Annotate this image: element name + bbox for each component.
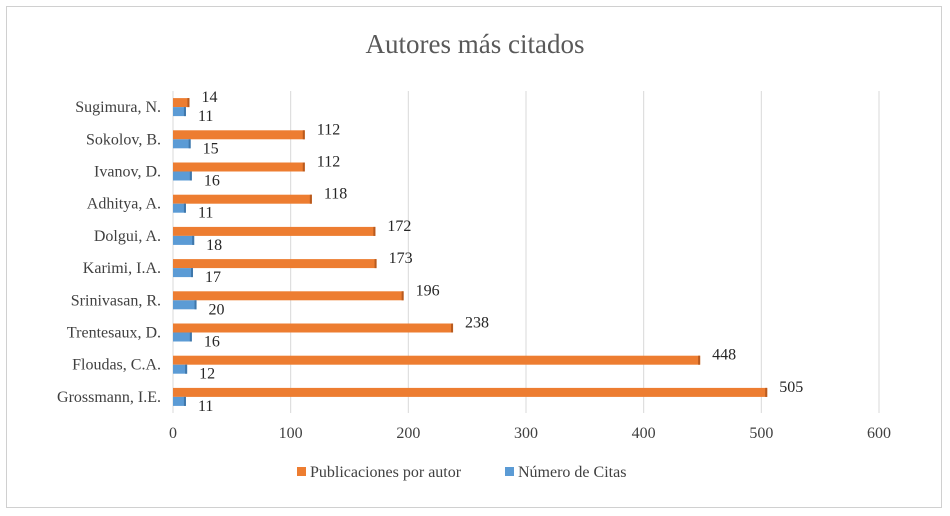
bar-edge-citas-2 <box>189 332 192 342</box>
data-label-citas-5: 18 <box>206 237 222 254</box>
data-label-citas-1: 12 <box>199 366 215 383</box>
labels-layer: Grossmann, I.E. 505 11 Floudas, C.A. 448 12 Tr… <box>57 89 803 415</box>
data-label-publicaciones-8: 112 <box>317 121 340 138</box>
bar-edge-publicaciones-0 <box>765 387 768 397</box>
data-label-publicaciones-2: 238 <box>465 315 489 332</box>
bar-publicaciones-6 <box>173 194 312 204</box>
category-label-9: Sugimura, N. <box>75 99 161 116</box>
bar-publicaciones-9 <box>173 98 190 108</box>
x-tick-label-400: 400 <box>632 425 656 442</box>
bar-edge-publicaciones-2 <box>451 323 454 333</box>
bar-edge-citas-3 <box>194 300 197 310</box>
bar-edge-citas-7 <box>189 171 192 181</box>
chart-frame: Autores más citados 0 100 200 300 400 500 600 … <box>6 6 942 508</box>
bar-publicaciones-4 <box>173 259 377 269</box>
bar-edge-citas-4 <box>191 268 194 278</box>
bar-publicaciones-8 <box>173 130 305 140</box>
data-label-publicaciones-3: 196 <box>416 282 440 299</box>
data-label-publicaciones-4: 173 <box>389 250 413 267</box>
bar-citas-3 <box>173 300 197 310</box>
bar-edge-publicaciones-3 <box>401 291 404 301</box>
bar-citas-9 <box>173 107 186 117</box>
data-label-citas-3: 20 <box>209 301 225 318</box>
category-label-5: Dolgui, A. <box>94 228 161 245</box>
legend-label-0: Publicaciones por autor <box>310 464 462 481</box>
legend-swatch-1 <box>505 467 514 476</box>
category-label-2: Trentesaux, D. <box>67 325 161 342</box>
bar-publicaciones-7 <box>173 162 305 172</box>
data-label-publicaciones-5: 172 <box>387 218 411 235</box>
data-label-citas-6: 11 <box>198 205 213 222</box>
data-label-citas-0: 11 <box>198 398 213 415</box>
category-label-7: Ivanov, D. <box>94 164 161 181</box>
bar-edge-citas-6 <box>183 203 186 213</box>
bar-citas-2 <box>173 332 192 342</box>
bar-citas-7 <box>173 171 192 181</box>
bar-edge-citas-0 <box>183 396 186 406</box>
bar-publicaciones-2 <box>173 323 454 333</box>
category-label-0: Grossmann, I.E. <box>57 389 161 406</box>
x-tick-label-300: 300 <box>514 425 538 442</box>
chart-svg: Autores más citados 0 100 200 300 400 500 600 … <box>57 29 891 481</box>
category-label-1: Floudas, C.A. <box>72 357 161 374</box>
bar-edge-publicaciones-8 <box>302 130 305 140</box>
bar-edge-publicaciones-6 <box>309 194 312 204</box>
data-label-citas-9: 11 <box>198 108 213 125</box>
bar-edge-citas-9 <box>183 107 186 117</box>
chart-title: Autores más citados <box>366 29 585 59</box>
bar-citas-5 <box>173 235 195 245</box>
bar-publicaciones-0 <box>173 387 768 397</box>
bar-citas-0 <box>173 396 186 406</box>
bar-edge-publicaciones-7 <box>302 162 305 172</box>
category-label-4: Karimi, I.A. <box>83 260 161 277</box>
data-label-publicaciones-1: 448 <box>712 347 736 364</box>
bar-edge-citas-8 <box>188 139 191 149</box>
bar-publicaciones-1 <box>173 355 701 365</box>
x-tick-label-200: 200 <box>396 425 420 442</box>
category-label-3: Srinivasan, R. <box>71 292 161 309</box>
bar-edge-citas-1 <box>185 364 188 374</box>
category-label-6: Adhitya, A. <box>87 196 161 213</box>
bar-edge-publicaciones-9 <box>187 98 190 108</box>
data-label-citas-7: 16 <box>204 173 220 190</box>
category-label-8: Sokolov, B. <box>86 131 161 148</box>
legend-label-1: Número de Citas <box>518 464 626 481</box>
x-tick-label-600: 600 <box>867 425 891 442</box>
bar-citas-4 <box>173 268 194 278</box>
bar-citas-6 <box>173 203 186 213</box>
legend: Publicaciones por autor Número de Citas <box>297 464 626 481</box>
data-label-publicaciones-6: 118 <box>324 186 347 203</box>
bar-edge-citas-5 <box>192 235 195 245</box>
data-label-publicaciones-9: 14 <box>201 89 217 106</box>
data-label-publicaciones-0: 505 <box>779 379 803 396</box>
x-tick-label-0: 0 <box>169 425 177 442</box>
data-label-citas-8: 15 <box>203 140 219 157</box>
legend-swatch-0 <box>297 467 306 476</box>
data-label-citas-2: 16 <box>204 334 220 351</box>
bar-citas-8 <box>173 139 191 149</box>
bars-layer <box>173 98 768 406</box>
bar-citas-1 <box>173 364 188 374</box>
data-label-publicaciones-7: 112 <box>317 154 340 171</box>
data-label-citas-4: 17 <box>205 269 221 286</box>
bar-publicaciones-3 <box>173 291 404 301</box>
bar-edge-publicaciones-4 <box>374 259 377 269</box>
bar-edge-publicaciones-5 <box>373 226 376 236</box>
x-tick-label-500: 500 <box>749 425 773 442</box>
x-tick-label-100: 100 <box>279 425 303 442</box>
bar-edge-publicaciones-1 <box>698 355 701 365</box>
bar-publicaciones-5 <box>173 226 376 236</box>
